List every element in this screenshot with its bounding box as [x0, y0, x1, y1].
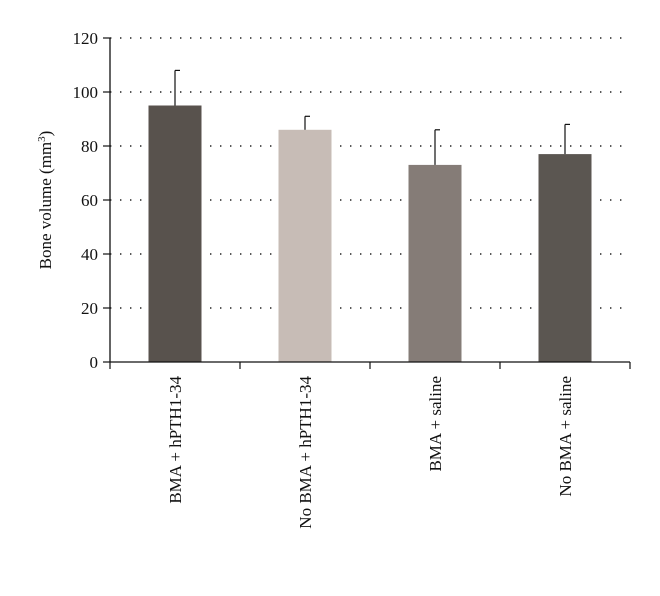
- x-category-label: BMA + saline: [426, 376, 445, 472]
- y-tick-label: 100: [73, 83, 99, 102]
- y-tick-label: 40: [81, 245, 98, 264]
- y-tick-label: 20: [81, 299, 98, 318]
- y-tick-label: 0: [90, 353, 99, 372]
- x-ticks: BMA + hPTH1-34 No BMA + hPTH1-34 BMA + sal…: [109, 362, 631, 529]
- y-axis-title-main: Bone volume (mm: [36, 142, 55, 269]
- bar: [408, 164, 462, 362]
- y-tick-label: 60: [81, 191, 98, 210]
- y-tick-label: 80: [81, 137, 98, 156]
- bar: [538, 154, 592, 362]
- x-category-label: No BMA + hPTH1-34: [296, 376, 315, 529]
- y-axis-title-close: ): [36, 131, 55, 137]
- bar: [278, 129, 332, 362]
- y-tick-label: 120: [73, 29, 99, 48]
- y-ticks: 0 20 40 60 80 100 120: [73, 29, 110, 372]
- x-category-label: No BMA + saline: [556, 376, 575, 497]
- x-category-label: BMA + hPTH1-34: [166, 376, 185, 504]
- y-axis-title-superscript: 3: [36, 136, 48, 142]
- y-axis-title: Bone volume (mm3): [36, 131, 55, 270]
- bar: [148, 105, 202, 362]
- bars: [148, 105, 592, 362]
- gridlines: [110, 37, 630, 309]
- error-bars: [174, 69, 570, 165]
